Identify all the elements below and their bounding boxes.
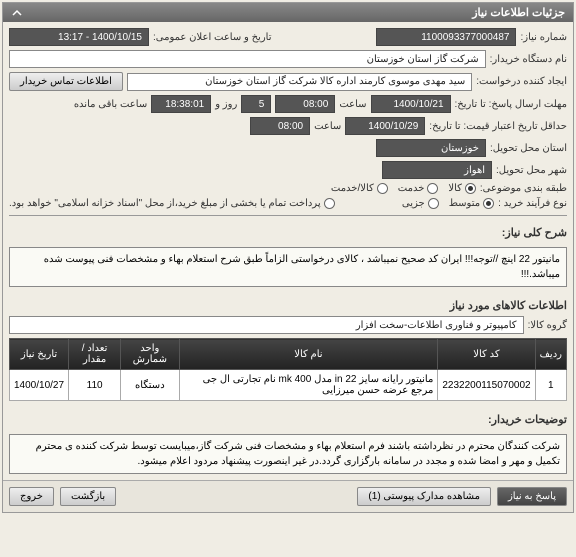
city-label: شهر محل تحویل: — [496, 165, 567, 176]
back-button[interactable]: بازگشت — [60, 487, 116, 506]
panel-title: جزئیات اطلاعات نیاز — [472, 6, 565, 19]
table-cell: 2232200115070002 — [438, 370, 535, 401]
respond-button[interactable]: پاسخ به نیاز — [497, 487, 567, 506]
contact-buyer-button[interactable]: اطلاعات تماس خریدار — [9, 72, 123, 91]
validity-date: 1400/10/29 — [345, 117, 425, 135]
province-label: استان محل تحویل: — [490, 143, 567, 154]
radio-icon[interactable] — [428, 198, 439, 209]
table-header: ردیف — [535, 339, 566, 370]
table-header: نام کالا — [179, 339, 438, 370]
panel-header: جزئیات اطلاعات نیاز — [3, 3, 573, 22]
validity-time: 08:00 — [250, 117, 310, 135]
class-radio-group: کالا خدمت کالا/خدمت — [331, 183, 476, 194]
validity-time-label: ساعت — [314, 121, 341, 132]
city-value: اهواز — [382, 161, 492, 179]
process-radio-item[interactable]: جزیی — [402, 198, 439, 209]
class-radio-item[interactable]: کالا/خدمت — [331, 183, 388, 194]
requester-label: ایجاد کننده درخواست: — [476, 76, 567, 87]
deadline-time: 08:00 — [275, 95, 335, 113]
process-radio-item[interactable]: متوسط — [449, 198, 494, 209]
table-header: واحد شمارش — [121, 339, 179, 370]
need-summary-text: مانیتور 22 اینچ //توجه!!! ایران کد صحیح … — [9, 247, 567, 287]
panel-body: شماره نیاز: 1100093377000487 تاریخ و ساع… — [3, 22, 573, 480]
process-radio-group: متوسط جزیی — [402, 198, 494, 209]
goods-section-title: اطلاعات کالاهای مورد نیاز — [9, 295, 567, 316]
goods-table: ردیفکد کالانام کالاواحد شمارشتعداد / مقد… — [9, 338, 567, 401]
radio-icon[interactable] — [465, 183, 476, 194]
buyer-name-value: شرکت گاز استان خوزستان — [9, 50, 486, 68]
buyer-name-label: نام دستگاه خریدار: — [490, 54, 567, 65]
class-radio-item[interactable]: خدمت — [398, 183, 439, 194]
radio-icon[interactable] — [377, 183, 388, 194]
group-label: گروه کالا: — [528, 320, 567, 331]
radio-label: متوسط — [449, 198, 480, 209]
public-datetime-label: تاریخ و ساعت اعلان عمومی: — [153, 32, 272, 43]
need-number-label: شماره نیاز: — [520, 32, 567, 43]
table-cell: 1 — [535, 370, 566, 401]
requester-value: سید مهدی موسوی کارمند اداره کالا شرکت گا… — [127, 73, 472, 91]
province-value: خوزستان — [376, 139, 486, 157]
deadline-days: 5 — [241, 95, 271, 113]
payment-checkbox-item[interactable]: پرداخت تمام یا بخشی از مبلغ خرید،از محل … — [9, 198, 335, 209]
buyer-notes-label: توضیحات خریدار: — [488, 409, 567, 430]
table-header: تعداد / مقدار — [69, 339, 121, 370]
need-number-value: 1100093377000487 — [376, 28, 516, 46]
radio-label: کالا — [448, 183, 462, 194]
deadline-label: مهلت ارسال پاسخ: تا تاریخ: — [455, 99, 567, 110]
deadline-remaining-label: روز و — [215, 99, 237, 110]
deadline-remaining2-label: ساعت باقی مانده — [74, 99, 147, 110]
deadline-time-label: ساعت — [339, 99, 366, 110]
deadline-date: 1400/10/21 — [371, 95, 451, 113]
radio-label: کالا/خدمت — [331, 183, 374, 194]
table-cell: دستگاه — [121, 370, 179, 401]
radio-icon[interactable] — [427, 183, 438, 194]
exit-button[interactable]: خروج — [9, 487, 54, 506]
deadline-countdown: 18:38:01 — [151, 95, 211, 113]
radio-icon[interactable] — [483, 198, 494, 209]
table-cell: 110 — [69, 370, 121, 401]
table-row[interactable]: 12232200115070002مانیتور رایانه سایز 22 … — [10, 370, 567, 401]
class-label: طبقه بندی موضوعی: — [480, 183, 567, 194]
need-summary-label: شرح کلی نیاز: — [502, 222, 567, 243]
main-panel: جزئیات اطلاعات نیاز شماره نیاز: 11000933… — [2, 2, 574, 513]
radio-label: جزیی — [402, 198, 425, 209]
chevron-up-icon[interactable] — [11, 7, 23, 19]
buyer-notes-text: شرکت کنندگان محترم در نظرداشته باشند فرم… — [9, 434, 567, 474]
radio-label: خدمت — [398, 183, 425, 194]
table-header: تاریخ نیاز — [10, 339, 69, 370]
class-radio-item[interactable]: کالا — [448, 183, 476, 194]
payment-note: پرداخت تمام یا بخشی از مبلغ خرید،از محل … — [9, 198, 321, 209]
table-cell: 1400/10/27 — [10, 370, 69, 401]
footer-buttons: پاسخ به نیاز مشاهده مدارک پیوستی (1) باز… — [3, 480, 573, 512]
table-cell: مانیتور رایانه سایز 22 in مدل mk 400 نام… — [179, 370, 438, 401]
group-value: کامپیوتر و فناوری اطلاعات-سخت افزار — [9, 316, 524, 334]
table-header: کد کالا — [438, 339, 535, 370]
process-label: نوع فرآیند خرید : — [498, 198, 567, 209]
validity-label: حداقل تاریخ اعتبار قیمت: تا تاریخ: — [429, 121, 567, 132]
payment-checkbox[interactable] — [324, 198, 335, 209]
attachments-button[interactable]: مشاهده مدارک پیوستی (1) — [357, 487, 491, 506]
public-datetime-value: 1400/10/15 - 13:17 — [9, 28, 149, 46]
